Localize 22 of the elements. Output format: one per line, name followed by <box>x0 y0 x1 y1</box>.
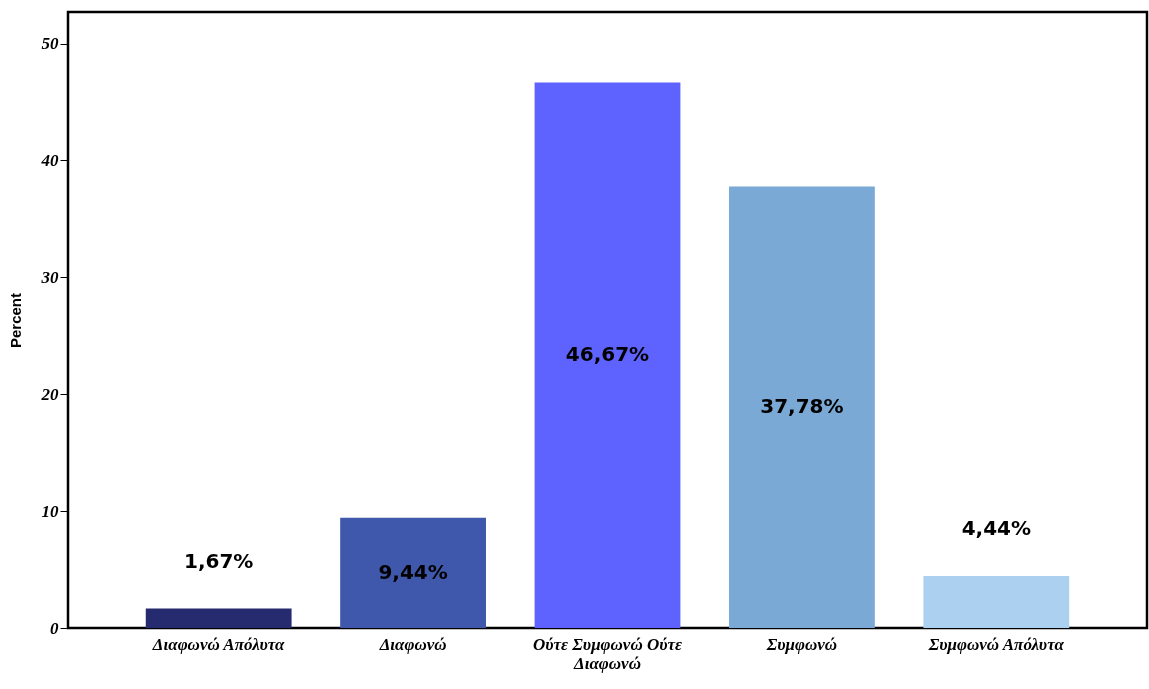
x-tick-label: Συμφωνώ <box>765 634 838 654</box>
bar <box>340 517 486 628</box>
data-label: 37,78% <box>760 394 844 419</box>
data-label: 46,67% <box>565 342 650 367</box>
x-tick-label: Διαφωνώ Απόλυτα <box>151 634 286 654</box>
data-label: 9,44% <box>378 559 448 584</box>
x-tick-label: Διαφωνώ <box>378 634 447 654</box>
y-axis-title: Percent <box>6 292 24 349</box>
bar <box>729 186 875 628</box>
x-tick-label: Συμφωνώ Απόλυτα <box>927 634 1065 654</box>
data-label: 1,67% <box>183 548 254 573</box>
y-tick-label: 20 <box>40 384 59 404</box>
bar <box>534 82 681 628</box>
y-tick-label: 50 <box>41 34 59 54</box>
y-tick-label: 0 <box>50 618 59 638</box>
y-tick-label: 10 <box>41 501 59 521</box>
x-tick-label: Ούτε Συμφωνώ Ούτε Διαφωνώ <box>532 634 683 673</box>
y-tick-label: 30 <box>40 267 59 287</box>
bar <box>145 608 292 628</box>
y-tick-label: 40 <box>40 150 59 170</box>
bar <box>923 576 1070 628</box>
data-label: 4,44% <box>961 516 1032 541</box>
